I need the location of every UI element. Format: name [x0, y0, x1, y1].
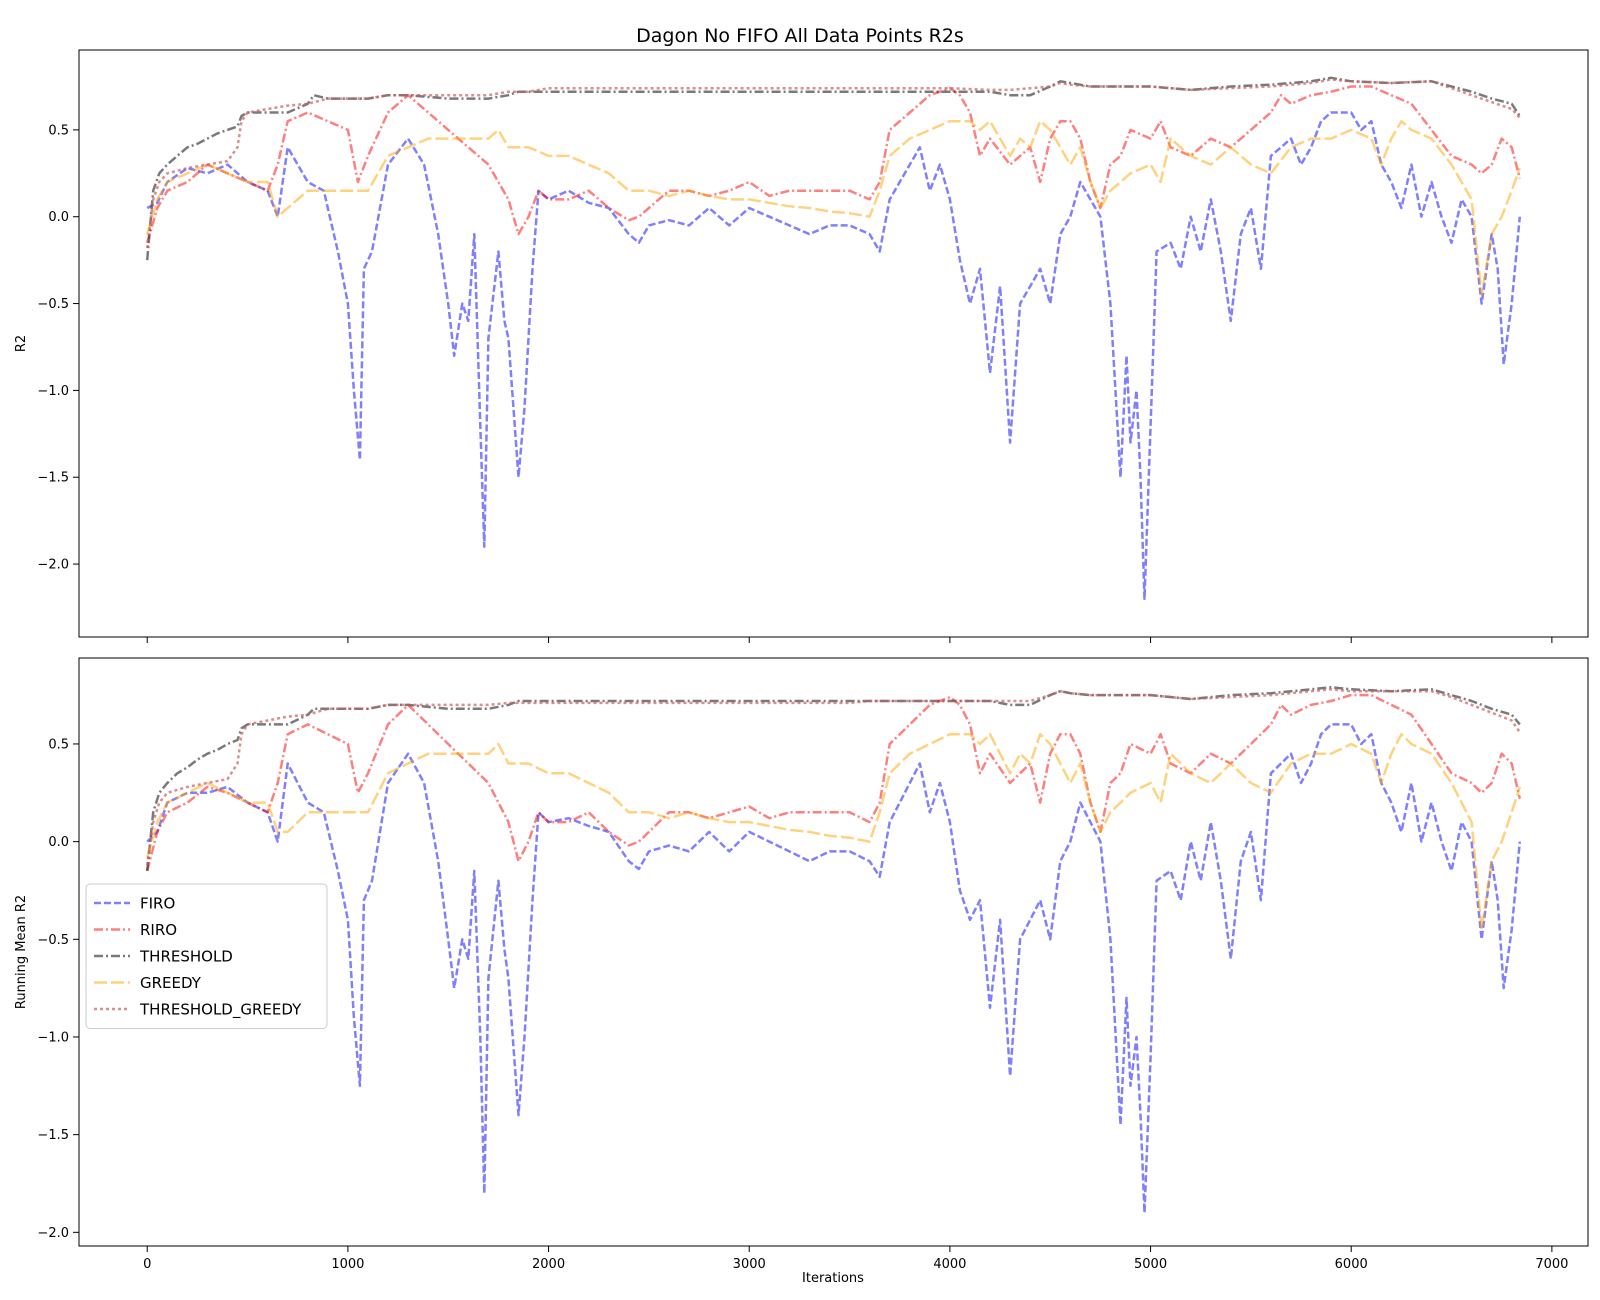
y-tick-label: −2.0	[37, 1226, 69, 1241]
series-line-threshold-greedy	[145, 78, 1521, 249]
legend-label: THRESHOLD_GREEDY	[139, 1001, 302, 1020]
x-tick-label: 3000	[733, 1257, 766, 1272]
x-tick-label: 7000	[1535, 1257, 1568, 1272]
x-tick-label: 0	[143, 1257, 151, 1272]
x-axis-label: Iterations	[802, 1271, 864, 1286]
y-tick-label: −0.5	[37, 297, 69, 312]
y-axis-label: R2	[14, 335, 29, 352]
bottom-panel-running-mean-r2: 0 1000 2000 3000 4000 5000 6000 7000 −2.0 −1.5 −1.…	[14, 657, 1589, 1272]
series-line-greedy	[145, 732, 1521, 931]
y-tick-label: −0.5	[37, 933, 69, 948]
x-tick-label: 1000	[331, 1257, 364, 1272]
series-line-riro	[145, 693, 1522, 872]
legend-label: FIRO	[140, 895, 175, 913]
series-line-threshold-greedy	[145, 688, 1521, 866]
y-tick-label: −2.0	[37, 558, 69, 573]
axes-frame	[78, 49, 1589, 638]
y-tick-label: 0.0	[48, 835, 69, 850]
y-tick-label: 0.5	[48, 123, 69, 138]
plot-area	[145, 76, 1522, 601]
y-tick-label: −1.0	[37, 1030, 69, 1045]
legend-label: GREEDY	[140, 974, 202, 992]
y-tick-label: −1.5	[37, 471, 69, 486]
series-line-threshold	[145, 686, 1521, 872]
x-tick-label: 2000	[532, 1257, 565, 1272]
x-tick-label: 4000	[933, 1257, 966, 1272]
series-line-riro	[145, 85, 1522, 244]
plot-area	[145, 686, 1522, 1215]
y-tick-label: 0.5	[48, 737, 69, 752]
series-line-greedy	[145, 119, 1521, 297]
legend-box	[85, 883, 328, 1029]
series-line-threshold	[145, 76, 1521, 261]
series-line-firo	[146, 111, 1522, 601]
y-tick-label: −1.5	[37, 1128, 69, 1143]
y-tick-label: 0.0	[48, 210, 69, 225]
axes-frame	[78, 657, 1589, 1247]
y-axis-label: Running Mean R2	[14, 895, 29, 1009]
legend-label: RIRO	[140, 921, 177, 939]
top-panel-r2: −2.0 −1.5 −1.0 −0.5 0.0 0.5 R2	[14, 49, 1589, 643]
x-tick-label: 5000	[1134, 1257, 1167, 1272]
y-tick-label: −1.0	[37, 384, 69, 399]
legend: FIRO RIRO THRESHOLD GREEDY THRESHOLD_GREEDY	[85, 883, 328, 1029]
x-tick-label: 6000	[1335, 1257, 1368, 1272]
legend-label: THRESHOLD	[139, 948, 233, 966]
figure-title: Dagon No FIFO All Data Points R2s	[636, 25, 964, 47]
series-line-firo	[146, 723, 1522, 1215]
